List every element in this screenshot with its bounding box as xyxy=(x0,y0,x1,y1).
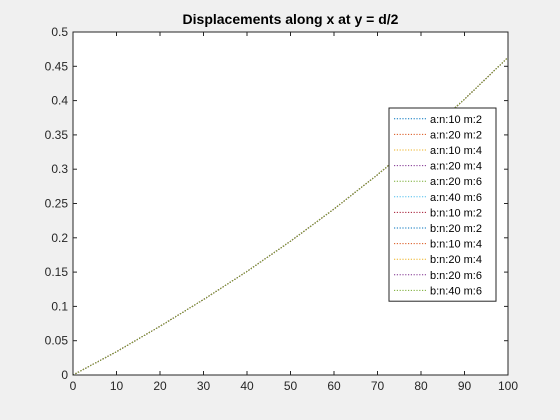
series-line-12 xyxy=(72,57,509,376)
x-tick-label: 10 xyxy=(110,379,124,393)
y-tick-label: 0.1 xyxy=(51,299,68,313)
legend-box xyxy=(388,107,497,302)
series-layer xyxy=(72,57,509,376)
x-tick-label: 60 xyxy=(327,379,341,393)
legend-label-7: b:n:10 m:2 xyxy=(430,207,482,219)
y-tick-label: 0.3 xyxy=(51,162,68,176)
legend-label-10: b:n:20 m:4 xyxy=(430,254,482,266)
legend-label-3: a:n:10 m:4 xyxy=(430,145,482,157)
chart-title: Displacements along x at y = d/2 xyxy=(183,11,399,27)
legend-label-11: b:n:20 m:6 xyxy=(430,270,482,282)
y-tick-label: 0.25 xyxy=(45,197,69,211)
legend-label-8: b:n:20 m:2 xyxy=(430,223,482,235)
y-tick-label: 0.45 xyxy=(45,59,69,73)
x-tick-label: 20 xyxy=(153,379,167,393)
legend-label-9: b:n:10 m:4 xyxy=(430,239,482,251)
x-tick-label: 90 xyxy=(458,379,472,393)
y-tick-label: 0.35 xyxy=(45,128,69,142)
x-tick-label: 50 xyxy=(284,379,298,393)
x-tick-label: 100 xyxy=(498,379,518,393)
legend-label-12: b:n:40 m:6 xyxy=(430,285,482,297)
y-tick-label: 0.2 xyxy=(51,231,68,245)
y-tick-label: 0.05 xyxy=(45,334,69,348)
x-tick-label: 0 xyxy=(70,379,77,393)
legend-label-1: a:n:10 m:2 xyxy=(430,114,482,126)
legend[interactable]: a:n:10 m:2 a:n:20 m:2 a:n:10 m:4 a:n:20 m:4… xyxy=(388,107,497,302)
legend-label-2: a:n:20 m:2 xyxy=(430,129,482,141)
y-tick-label: 0.5 xyxy=(51,25,68,39)
legend-label-4: a:n:20 m:4 xyxy=(430,161,482,173)
legend-label-5: a:n:20 m:6 xyxy=(430,176,482,188)
x-tick-label: 80 xyxy=(414,379,428,393)
y-tick-label: 0.15 xyxy=(45,265,69,279)
legend-label-6: a:n:40 m:6 xyxy=(430,192,482,204)
y-tick-label: 0.4 xyxy=(51,94,68,108)
x-tick-label: 70 xyxy=(371,379,385,393)
x-tick-label: 40 xyxy=(240,379,254,393)
y-tick-label: 0 xyxy=(61,368,68,382)
x-tick-label: 30 xyxy=(197,379,211,393)
axes-layer: 0 10 20 30 40 50 60 70 80 90 100 0 0.05 0.1 0.15 0.2 0.2… xyxy=(45,25,519,393)
